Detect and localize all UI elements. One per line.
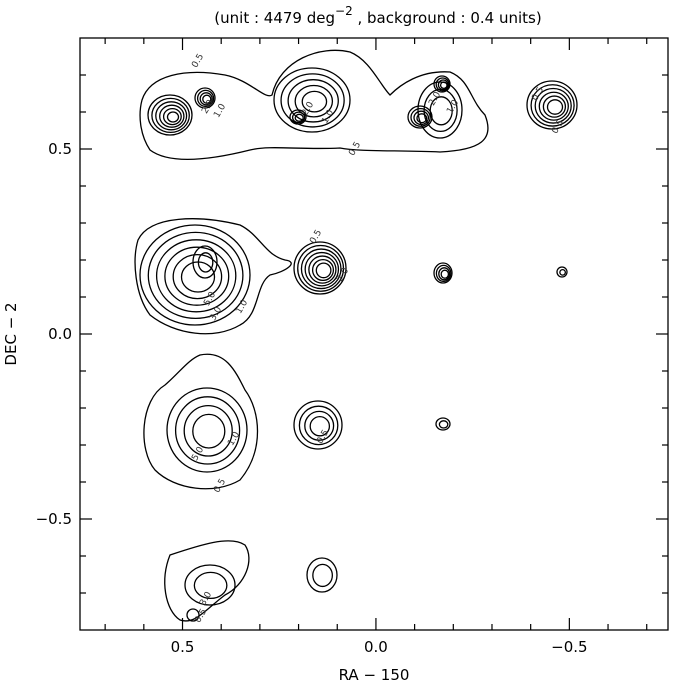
contour [174, 396, 241, 465]
y-axis-label: DEC − 2 [2, 302, 20, 365]
contour [416, 113, 428, 124]
contour [429, 96, 453, 126]
contour-label: 1.0 [445, 98, 461, 116]
contour [293, 241, 347, 295]
contour [423, 88, 458, 133]
contour-label: 0.5 [530, 85, 546, 102]
contour [542, 95, 567, 118]
contour [134, 218, 292, 335]
contour [304, 410, 335, 441]
contour [172, 253, 223, 300]
x-axis-label: RA − 150 [339, 666, 410, 684]
contour [192, 245, 218, 279]
contour-label: 0.5 [190, 52, 206, 69]
contour [202, 94, 212, 104]
contour [435, 417, 451, 431]
chart-title: (unit : 4479 deg−2 , background : 0.4 un… [214, 4, 541, 27]
contour-label: 0.5 [212, 477, 228, 494]
contour-label: 5.0 [202, 290, 218, 308]
contour [530, 84, 575, 127]
contour [556, 266, 568, 278]
contour [186, 608, 200, 622]
contour [166, 387, 248, 473]
contour-label: 0.5 [308, 228, 324, 245]
contour-label: 1.0 [234, 298, 250, 316]
contour [304, 251, 340, 287]
contour [164, 540, 250, 622]
contour [306, 557, 338, 593]
contour [298, 405, 339, 446]
x-tick-label: 0.5 [171, 638, 195, 656]
contour [308, 255, 337, 284]
contour [526, 80, 578, 130]
x-tick-label: −0.5 [551, 638, 587, 656]
contour [199, 92, 213, 106]
contour [147, 94, 193, 136]
contour [183, 404, 233, 457]
contour [435, 264, 452, 283]
contour [546, 99, 564, 115]
contour [300, 248, 342, 290]
contour [143, 353, 259, 490]
contour-label: 2.0 [335, 266, 351, 284]
contour [410, 107, 431, 127]
contour [433, 75, 451, 93]
contour [193, 571, 228, 600]
contour [155, 239, 237, 313]
contour [166, 111, 180, 123]
contour [294, 84, 334, 118]
contour [438, 420, 449, 429]
contour [164, 246, 230, 306]
contour [289, 109, 307, 125]
y-tick-label: 0.5 [48, 140, 72, 158]
contour [433, 262, 453, 284]
contour [155, 101, 188, 131]
contour [291, 111, 306, 124]
contour-label: 1.0 [320, 108, 336, 126]
title-suffix: , background : 0.4 units) [353, 9, 542, 27]
contour [440, 269, 450, 279]
contour [196, 89, 215, 108]
contour [194, 87, 216, 109]
y-tick-label: 0.0 [48, 325, 72, 343]
contour-label: 0.5 [347, 140, 363, 157]
contours: 0.52.01.0 2.0 1.00.52.0 1.00.50.55.03.0 1.00… [134, 49, 578, 625]
contour [417, 81, 463, 139]
title-superscript: −2 [335, 4, 353, 18]
contour-label: 2.0 [427, 90, 443, 108]
contour [311, 258, 335, 282]
contour [315, 262, 332, 279]
contour [438, 267, 451, 281]
contour [297, 244, 345, 292]
contour [159, 104, 185, 128]
contour [139, 224, 251, 326]
contour [559, 268, 566, 276]
y-tick-label: −0.5 [36, 510, 72, 528]
x-tick-label: 0.0 [364, 638, 388, 656]
contour [287, 79, 339, 123]
contour [273, 67, 351, 133]
contour [534, 87, 572, 124]
contour [151, 97, 190, 134]
contour [139, 49, 489, 161]
contour [280, 73, 345, 128]
contour [192, 413, 226, 449]
contour [197, 252, 214, 273]
contour [184, 564, 236, 606]
contour [147, 231, 244, 320]
contour [293, 400, 343, 450]
contour [301, 90, 328, 113]
title-main: (unit : 4479 deg [214, 9, 335, 27]
contour [538, 91, 569, 121]
contour [162, 107, 182, 126]
contour [309, 415, 331, 437]
contour [294, 113, 304, 122]
contour [312, 563, 334, 588]
contour-label: 0.5 [550, 118, 566, 135]
